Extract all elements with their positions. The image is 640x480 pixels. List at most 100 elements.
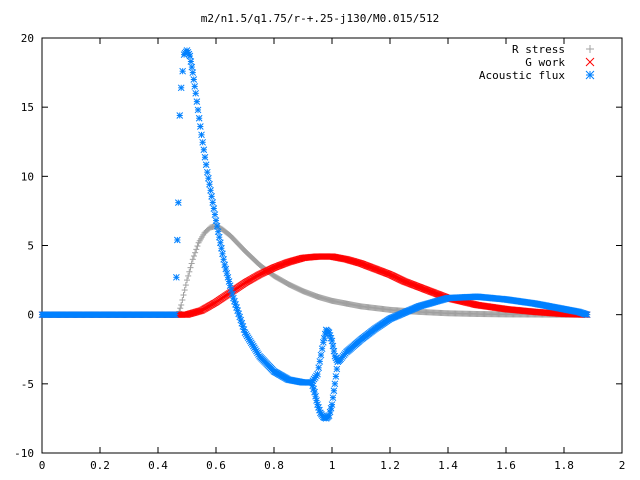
data-point [226, 282, 234, 289]
data-point [214, 228, 222, 236]
x-tick-label: 0 [39, 459, 46, 472]
data-point [193, 246, 200, 253]
data-point [187, 264, 194, 271]
data-point [333, 365, 341, 373]
data-point [181, 287, 188, 294]
legend-label: Acoustic flux [479, 69, 565, 82]
data-point [316, 358, 324, 365]
series-r-stress [39, 223, 591, 318]
data-point [211, 211, 219, 218]
data-point [177, 305, 184, 312]
data-point [208, 193, 216, 200]
y-tick-label: 10 [21, 170, 34, 183]
data-point [188, 260, 195, 267]
data-point [180, 292, 187, 299]
data-point [221, 261, 229, 269]
y-tick-label: 0 [27, 309, 34, 322]
data-point [206, 180, 213, 188]
data-point [194, 243, 201, 250]
data-point [209, 199, 217, 206]
data-point [330, 387, 338, 395]
x-tick-label: 0.4 [148, 459, 168, 472]
data-point [179, 67, 187, 75]
data-point [201, 153, 209, 161]
chart-title: m2/n1.5/q1.75/r-+.25-j130/M0.015/512 [201, 12, 439, 25]
data-point [191, 83, 199, 90]
data-point [227, 286, 235, 294]
data-point [317, 351, 325, 359]
data-point [189, 69, 197, 76]
series-acoustic-flux [38, 47, 591, 386]
data-point [213, 222, 221, 230]
data-point [223, 269, 231, 277]
x-tick-label: 2 [619, 459, 626, 472]
y-tick-label: 20 [21, 32, 34, 45]
data-point [174, 199, 182, 206]
data-point [195, 114, 203, 122]
x-tick-label: 1.4 [438, 459, 458, 472]
data-point [329, 342, 337, 350]
data-point [312, 392, 319, 400]
data-point [222, 265, 230, 273]
data-point [218, 244, 225, 252]
data-point [199, 138, 207, 146]
data-point [332, 373, 340, 380]
data-point [328, 401, 336, 408]
data-point [331, 380, 339, 388]
data-series [38, 47, 591, 422]
data-point [178, 301, 185, 308]
legend-marker [586, 45, 594, 53]
data-point [192, 89, 200, 97]
data-point [173, 273, 180, 281]
data-point [190, 76, 198, 83]
legend-marker [585, 57, 595, 67]
data-point [329, 394, 337, 402]
data-point [311, 388, 318, 396]
data-point [328, 337, 336, 345]
y-tick-label: 15 [21, 101, 34, 114]
data-point [192, 249, 199, 256]
data-point [186, 268, 193, 275]
data-point [583, 311, 591, 319]
x-tick-label: 1.8 [554, 459, 574, 472]
data-point [202, 161, 210, 169]
data-point [224, 273, 232, 281]
legend-marker [585, 70, 595, 80]
data-point [194, 106, 202, 114]
data-point [205, 174, 212, 182]
data-point [210, 205, 218, 212]
x-tick-label: 0.8 [264, 459, 284, 472]
data-point [219, 250, 226, 258]
data-point [182, 282, 189, 289]
data-point [334, 358, 342, 366]
data-point [177, 84, 185, 92]
data-point [203, 168, 211, 176]
y-tick-label: 5 [27, 240, 34, 253]
data-point [314, 370, 321, 378]
data-point [215, 233, 223, 241]
data-point [319, 338, 327, 346]
data-point [184, 277, 190, 284]
data-point [187, 58, 195, 65]
series-g-work [38, 253, 591, 319]
data-point [225, 278, 233, 285]
legend-label: R stress [512, 43, 565, 56]
data-point [172, 311, 179, 319]
data-point [200, 146, 208, 154]
data-point [189, 256, 196, 263]
data-point [330, 347, 338, 355]
y-tick-label: -5 [21, 378, 34, 391]
x-tick-label: 0.2 [90, 459, 110, 472]
series-extra-3 [308, 358, 342, 422]
data-point [188, 63, 196, 71]
data-point [176, 112, 184, 119]
data-point [207, 186, 214, 194]
x-tick-label: 1.6 [496, 459, 516, 472]
data-point [212, 217, 220, 224]
data-point [220, 255, 227, 263]
x-tick-label: 1.2 [380, 459, 400, 472]
x-tick-label: 1 [329, 459, 336, 472]
x-tick-label: 0.6 [206, 459, 226, 472]
data-point [320, 334, 328, 342]
